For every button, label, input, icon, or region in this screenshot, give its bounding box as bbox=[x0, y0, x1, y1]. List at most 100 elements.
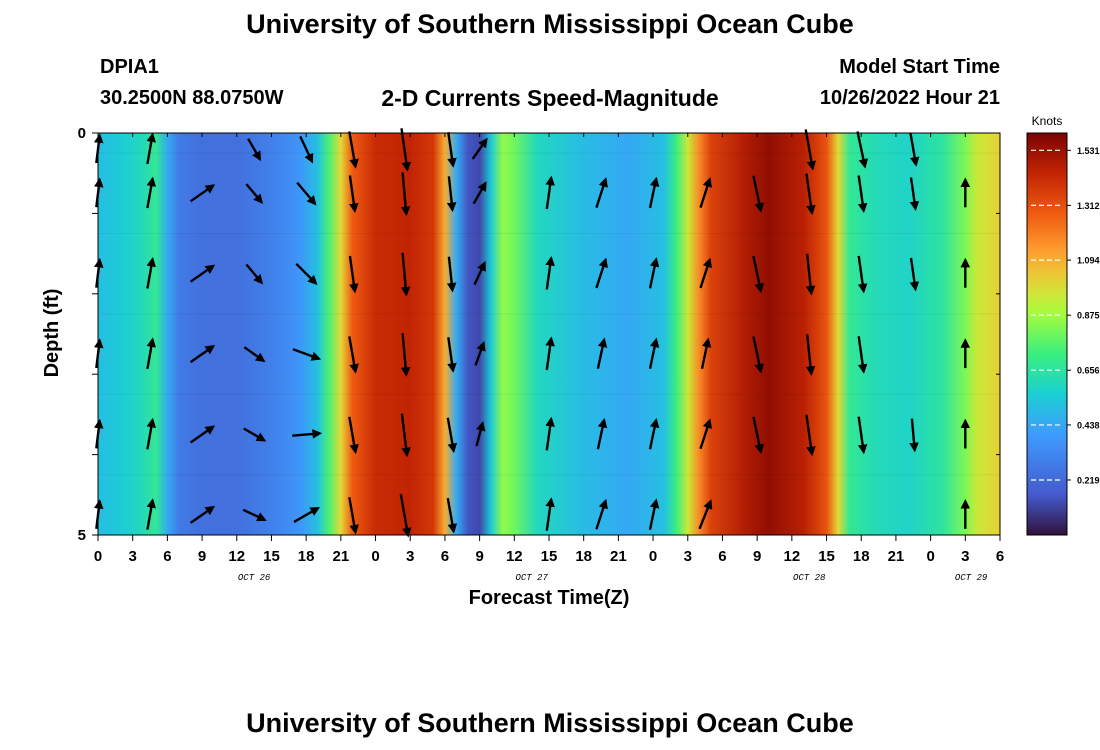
current-vector bbox=[189, 345, 216, 364]
current-vector bbox=[348, 175, 359, 214]
current-vector bbox=[699, 177, 712, 208]
current-vector bbox=[475, 421, 486, 447]
station-id: DPIA1 bbox=[100, 56, 159, 78]
current-vector bbox=[648, 417, 660, 450]
x-tick-label: 0 bbox=[926, 548, 934, 565]
current-vector bbox=[474, 340, 486, 366]
colorbar-tick-label: 1.312 bbox=[1077, 201, 1100, 211]
x-tick-label: 9 bbox=[753, 548, 761, 565]
station-coords: 30.2500N 88.0750W bbox=[100, 87, 284, 109]
colorbar-tick-label: 1.531 bbox=[1077, 146, 1100, 156]
colorbar bbox=[1026, 132, 1068, 536]
current-vector bbox=[242, 508, 267, 522]
colorbar-tick-label: 0.219 bbox=[1077, 475, 1100, 485]
colorbar-ticks: 0.219 0.438 0.656 0.875 1.094 1.312 1.531 bbox=[1031, 146, 1100, 485]
x-tick-label: 3 bbox=[406, 548, 414, 565]
x-tick-label: 0 bbox=[94, 548, 102, 565]
current-vector bbox=[299, 135, 314, 164]
x-axis-label: Forecast Time(Z) bbox=[469, 587, 630, 609]
depth-bands bbox=[98, 152, 1000, 476]
current-vector bbox=[146, 257, 156, 289]
current-vector bbox=[472, 181, 487, 205]
x-tick-label: 18 bbox=[575, 548, 592, 565]
current-vector bbox=[247, 138, 262, 162]
current-vector bbox=[805, 253, 816, 296]
current-vector bbox=[189, 425, 216, 444]
model-start-value: 10/26/2022 Hour 21 bbox=[819, 87, 1000, 109]
y-tick-label: 5 bbox=[78, 527, 86, 544]
current-vector bbox=[909, 257, 920, 292]
x-tick-label: 18 bbox=[853, 548, 870, 565]
current-vector bbox=[752, 255, 764, 294]
x-tick-label: 12 bbox=[784, 548, 801, 565]
current-vector bbox=[446, 417, 458, 454]
current-vector bbox=[473, 261, 486, 286]
current-vector bbox=[400, 333, 411, 377]
current-vector bbox=[804, 129, 817, 171]
current-vector bbox=[857, 175, 868, 214]
current-vector bbox=[348, 496, 359, 535]
current-vector bbox=[805, 173, 816, 216]
current-vector bbox=[700, 337, 712, 370]
x-tick-label: 15 bbox=[263, 548, 280, 565]
current-vector bbox=[348, 255, 359, 294]
current-vector bbox=[545, 416, 555, 451]
current-vector bbox=[400, 252, 411, 297]
current-vector bbox=[648, 498, 660, 530]
current-vector bbox=[545, 336, 555, 371]
colorbar-label: Knots bbox=[1032, 114, 1063, 128]
page-title-repeat: University of Southern Mississippi Ocean… bbox=[246, 708, 854, 738]
current-vector bbox=[348, 336, 359, 374]
x-tick-label: 21 bbox=[610, 548, 627, 565]
y-axis: 05 bbox=[78, 125, 1000, 544]
x-tick-label: 3 bbox=[129, 548, 137, 565]
current-vector bbox=[857, 255, 868, 294]
current-vector bbox=[446, 256, 457, 293]
current-vector bbox=[146, 176, 156, 209]
x-tick-label: 21 bbox=[333, 548, 350, 565]
current-vectors bbox=[94, 128, 971, 538]
current-vector bbox=[856, 131, 869, 169]
x-tick-label: 21 bbox=[888, 548, 905, 565]
current-vector bbox=[293, 506, 320, 523]
y-axis-label: Depth (ft) bbox=[41, 289, 63, 378]
current-vector bbox=[545, 497, 555, 531]
current-vector bbox=[857, 416, 868, 455]
x-tick-label: 6 bbox=[441, 548, 449, 565]
current-vector bbox=[648, 337, 660, 370]
y-tick-label: 0 bbox=[78, 125, 86, 142]
current-vector bbox=[296, 181, 317, 206]
x-tick-label: 9 bbox=[475, 548, 483, 565]
x-tick-label: 18 bbox=[298, 548, 315, 565]
current-vector bbox=[471, 137, 488, 160]
current-vector bbox=[245, 183, 264, 204]
current-vector bbox=[752, 175, 764, 213]
colorbar-tick-label: 0.875 bbox=[1077, 311, 1100, 321]
colorbar-tick-label: 0.438 bbox=[1077, 420, 1100, 430]
current-vector bbox=[295, 262, 318, 285]
current-vector bbox=[400, 413, 411, 458]
current-vector bbox=[189, 184, 216, 203]
current-vector bbox=[348, 416, 359, 455]
current-vector bbox=[909, 133, 920, 167]
current-vector bbox=[595, 177, 608, 208]
colorbar-tick-label: 0.656 bbox=[1077, 366, 1100, 376]
current-vector bbox=[292, 429, 323, 439]
current-vector bbox=[446, 497, 458, 534]
current-vector bbox=[596, 417, 608, 450]
current-vector bbox=[545, 175, 555, 210]
current-vector bbox=[545, 255, 555, 290]
current-vector bbox=[146, 417, 156, 450]
colorbar-tick-label: 1.094 bbox=[1077, 256, 1100, 266]
x-tick-label: 3 bbox=[684, 548, 692, 565]
x-tick-label: 12 bbox=[506, 548, 523, 565]
current-vector bbox=[699, 257, 712, 289]
current-vector bbox=[243, 346, 266, 363]
current-vector bbox=[146, 337, 156, 370]
current-vector bbox=[189, 505, 216, 524]
current-vector bbox=[447, 337, 457, 373]
current-vector bbox=[595, 257, 608, 289]
current-vector bbox=[699, 418, 712, 450]
x-tick-label: 6 bbox=[718, 548, 726, 565]
model-start-label: Model Start Time bbox=[839, 56, 1000, 78]
